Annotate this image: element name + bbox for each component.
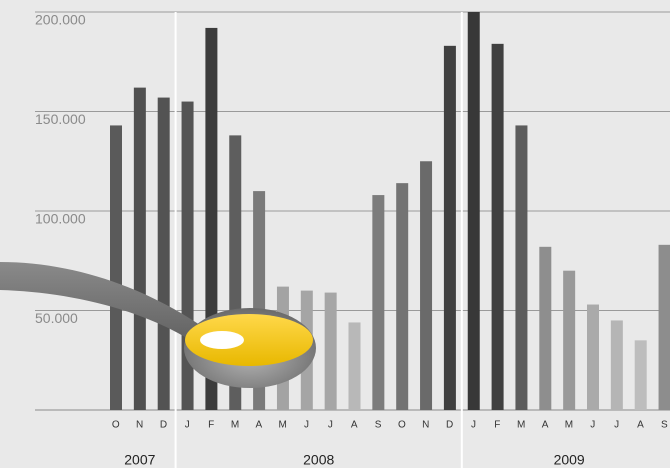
y-tick-label: 200.000 <box>35 12 86 28</box>
bar <box>515 125 528 411</box>
year-label: 2008 <box>303 452 334 468</box>
x-tick-label: A <box>637 420 644 431</box>
x-tick-label: A <box>542 420 549 431</box>
bar <box>634 340 647 410</box>
bar <box>420 161 433 410</box>
bar <box>467 12 480 410</box>
x-tick-label: A <box>256 420 263 431</box>
bar <box>491 43 504 411</box>
x-tick-label: J <box>328 420 334 431</box>
x-tick-label: M <box>517 420 526 431</box>
year-label: 2007 <box>124 452 155 468</box>
bar <box>396 183 409 410</box>
x-tick-label: J <box>471 420 477 431</box>
spoon-yolk <box>185 314 313 366</box>
x-tick-label: J <box>304 420 310 431</box>
x-tick-label: D <box>446 420 454 431</box>
bar <box>157 97 170 410</box>
y-tick-label: 50.000 <box>35 310 78 326</box>
x-tick-label: J <box>614 420 620 431</box>
x-tick-label: A <box>351 420 358 431</box>
x-tick-label: J <box>185 420 191 431</box>
x-tick-label: N <box>136 420 144 431</box>
x-tick-label: O <box>398 420 406 431</box>
x-tick-label: M <box>231 420 240 431</box>
x-tick-label: S <box>661 420 668 431</box>
bar <box>610 320 623 410</box>
y-tick-label: 100.000 <box>35 211 86 227</box>
year-label: 2009 <box>554 452 585 468</box>
bar <box>563 270 576 410</box>
bar <box>539 246 552 410</box>
x-tick-label: D <box>160 420 168 431</box>
x-tick-label: O <box>112 420 120 431</box>
spoon-illustration <box>0 262 316 388</box>
bar <box>110 125 122 411</box>
x-tick-label: F <box>494 420 501 431</box>
y-tick-label: 150.000 <box>35 111 86 127</box>
x-tick-label: S <box>375 420 382 431</box>
x-tick-label: N <box>422 420 430 431</box>
x-tick-label: J <box>590 420 596 431</box>
x-tick-label: M <box>565 420 574 431</box>
bar <box>587 304 599 410</box>
x-tick-label: M <box>279 420 288 431</box>
bar <box>658 244 670 410</box>
bar <box>372 195 385 410</box>
x-tick-label: F <box>208 420 215 431</box>
bar <box>443 45 456 411</box>
bar <box>348 322 361 410</box>
bar <box>133 87 146 411</box>
spoon-handle <box>0 262 205 350</box>
spoon-highlight <box>200 331 244 349</box>
bar <box>324 292 337 410</box>
